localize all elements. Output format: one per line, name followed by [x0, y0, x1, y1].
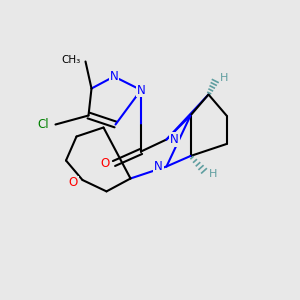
Text: O: O: [69, 176, 78, 190]
Text: H: H: [209, 169, 218, 179]
Text: O: O: [100, 157, 110, 170]
Text: N: N: [110, 70, 118, 83]
Text: N: N: [170, 133, 179, 146]
Text: N: N: [136, 83, 146, 97]
Text: N: N: [154, 160, 163, 173]
Text: CH₃: CH₃: [62, 55, 81, 65]
Text: Cl: Cl: [38, 118, 50, 131]
Text: H: H: [220, 73, 228, 83]
